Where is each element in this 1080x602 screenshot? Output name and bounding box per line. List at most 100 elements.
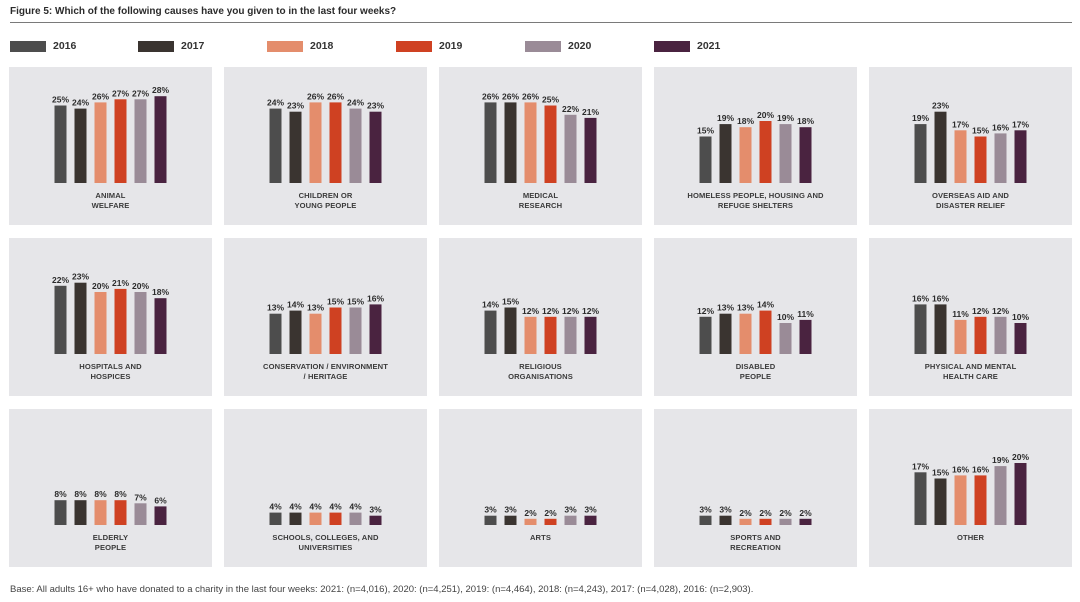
bar-2016 xyxy=(484,102,497,183)
data-label: 2% xyxy=(739,508,752,518)
bar-2016 xyxy=(269,108,282,183)
data-label: 15% xyxy=(327,297,344,307)
data-label: 12% xyxy=(992,306,1009,316)
data-label: 16% xyxy=(912,293,929,303)
category-label: HOSPITALS AND HOSPICES xyxy=(79,362,142,381)
category-label: OTHER xyxy=(956,533,985,542)
bar-2019 xyxy=(544,518,557,525)
panel-bars: 13% 14% 13%15% 15% 16% xyxy=(267,293,384,354)
bar-2020 xyxy=(779,323,792,354)
bar-2021 xyxy=(154,506,167,525)
chart-panel: 3% 3% 2% 2% 3% 3% ARTS xyxy=(439,409,642,567)
data-label: 26% xyxy=(482,91,499,101)
bar-2016 xyxy=(269,512,282,525)
bar-2021 xyxy=(369,304,382,354)
data-label: 18% xyxy=(797,116,814,126)
bar-2018 xyxy=(309,102,322,183)
bar-2018 xyxy=(739,518,752,525)
data-label: 14% xyxy=(757,300,774,310)
bar-2019 xyxy=(329,512,342,525)
bar-2020 xyxy=(134,292,147,354)
data-label: 3% xyxy=(699,505,712,515)
bar-2016 xyxy=(54,285,67,354)
bar-2019 xyxy=(974,316,987,354)
legend-swatch xyxy=(10,40,46,52)
data-label: 19% xyxy=(992,455,1009,465)
bar-2018 xyxy=(739,313,752,354)
bar-2018 xyxy=(524,518,537,525)
bar-2017 xyxy=(74,108,87,183)
data-label: 17% xyxy=(952,119,969,129)
data-label: 14% xyxy=(287,300,304,310)
legend-item-2016: 2016 xyxy=(10,38,76,54)
data-label: 24% xyxy=(72,98,89,108)
data-label: 3% xyxy=(504,505,517,515)
category-label: MEDICAL RESEARCH xyxy=(518,191,563,210)
bar-2021 xyxy=(799,127,812,183)
data-label: 23% xyxy=(287,101,304,111)
data-label: 12% xyxy=(542,306,559,316)
bar-2016 xyxy=(699,515,712,525)
data-label: 3% xyxy=(584,505,597,515)
data-label: 4% xyxy=(269,502,282,512)
data-label: 14% xyxy=(482,300,499,310)
data-label: 11% xyxy=(797,309,814,319)
panel-bars: 25% 24%26% 27% 27% 28% xyxy=(52,85,169,183)
data-label: 2% xyxy=(759,508,772,518)
bar-2017 xyxy=(934,111,947,183)
bar-2017 xyxy=(934,304,947,354)
bar-2016 xyxy=(914,124,927,183)
legend-item-2019: 2019 xyxy=(396,38,462,54)
bar-2017 xyxy=(934,478,947,525)
data-label: 15% xyxy=(972,126,989,136)
data-label: 15% xyxy=(932,468,949,478)
data-label: 19% xyxy=(777,113,794,123)
legend-swatch xyxy=(396,40,432,52)
chart-panel: 4% 4% 4% 4% 4% 3% SCHOOLS, COLLEGES, AND UNIVE… xyxy=(224,409,427,567)
panel-bars: 8% 8% 8% 8% 7% 6% xyxy=(54,489,167,525)
category-label: CONSERVATION / ENVIRONMENT / HERITAGE xyxy=(263,362,388,381)
data-label: 3% xyxy=(369,505,382,515)
data-label: 12% xyxy=(972,306,989,316)
legend-swatch xyxy=(654,40,690,52)
data-label: 2% xyxy=(799,508,812,518)
chart-panel: 3% 3% 2% 2% 2% 2% SPORTS AND RECREATION xyxy=(654,409,857,567)
data-label: 25% xyxy=(542,95,559,105)
bar-2019 xyxy=(759,310,772,354)
bar-2019 xyxy=(329,307,342,354)
data-label: 22% xyxy=(562,104,579,114)
data-label: 20% xyxy=(757,110,774,120)
bar-2020 xyxy=(349,307,362,354)
chart-panel: 24% 23% 26% 26% 24% 23% CHILDREN OR YOUNG PEOP… xyxy=(224,67,427,225)
data-label: 13% xyxy=(267,303,284,313)
chart-panel: 17% 15% 16% 16% 19% 20% OTHER xyxy=(869,409,1072,567)
data-label: 26% xyxy=(327,91,344,101)
panel-bars: 19%23%17%15% 16% 17% xyxy=(912,101,1029,183)
bar-2016 xyxy=(699,136,712,183)
bar-2021 xyxy=(154,298,167,354)
bar-2021 xyxy=(584,316,597,354)
bar-2018 xyxy=(524,316,537,354)
chart-panel: 15% 19% 18% 20% 19% 18% HOMELESS PEOPLE, HOUSI… xyxy=(654,67,857,225)
category-label: CHILDREN OR YOUNG PEOPLE xyxy=(294,191,357,210)
bar-2019 xyxy=(759,121,772,183)
data-label: 21% xyxy=(112,278,129,288)
bar-2016 xyxy=(914,472,927,525)
bar-2018 xyxy=(524,102,537,183)
bar-2018 xyxy=(94,292,107,354)
bar-2018 xyxy=(94,102,107,183)
data-label: 17% xyxy=(912,461,929,471)
data-label: 22% xyxy=(52,275,69,285)
bar-2017 xyxy=(504,307,517,354)
bar-2020 xyxy=(349,512,362,525)
data-label: 26% xyxy=(307,91,324,101)
bar-2021 xyxy=(1014,130,1027,183)
data-label: 15% xyxy=(347,297,364,307)
data-label: 15% xyxy=(697,126,714,136)
bar-2021 xyxy=(154,96,167,183)
data-label: 13% xyxy=(737,303,754,313)
panel-bars: 3% 3% 2% 2% 3% 3% xyxy=(484,505,597,525)
legend-label: 2016 xyxy=(53,40,77,52)
bar-2019 xyxy=(114,99,127,183)
panel-bars: 26% 26% 26% 25%22% 21% xyxy=(482,91,599,183)
